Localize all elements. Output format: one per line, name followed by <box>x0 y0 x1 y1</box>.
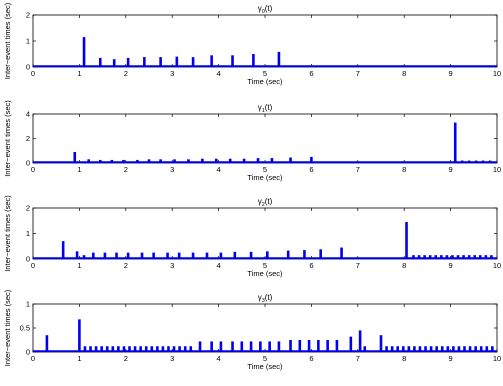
x-tick-label-2-9: 9 <box>449 261 453 270</box>
title-base-2: γ <box>258 197 262 206</box>
x-axis-label-1: Time (sec) <box>247 173 283 182</box>
y-tick-label-1-0: 0 <box>26 159 30 168</box>
y-tick-label-2-2: 2 <box>26 204 30 213</box>
y-tick-label-3-0: 0 <box>26 348 30 357</box>
y-tick-label-0-0: 0 <box>26 63 30 72</box>
x-tick-label-3-9: 9 <box>449 354 453 363</box>
subplot-title-3: γ3(t) <box>258 293 273 304</box>
x-tick-label-3-2: 2 <box>124 354 128 363</box>
x-tick-label-2-0: 0 <box>31 261 35 270</box>
y-tick-label-2-1: 1 <box>26 229 30 238</box>
x-tick-label-1-4: 4 <box>217 165 221 174</box>
x-tick-label-1-2: 2 <box>124 165 128 174</box>
y-tick-label-3-1: 0.5 <box>20 324 30 333</box>
x-tick-label-0-10: 10 <box>493 69 501 78</box>
x-tick-label-0-3: 3 <box>170 69 174 78</box>
x-tick-label-1-10: 10 <box>493 165 501 174</box>
x-tick-label-1-6: 6 <box>309 165 313 174</box>
x-tick-label-1-1: 1 <box>77 165 81 174</box>
y-tick-label-0-1: 1 <box>26 37 30 46</box>
x-tick-label-0-6: 6 <box>309 69 313 78</box>
y-axis-label-3: Inter−event times (sec) <box>3 289 12 366</box>
x-tick-label-2-3: 3 <box>170 261 174 270</box>
x-axis-label-3: Time (sec) <box>247 362 283 371</box>
y-axis-label-1: Inter−event times (sec) <box>3 100 12 177</box>
x-tick-label-1-3: 3 <box>170 165 174 174</box>
y-tick-label-1-1: 2 <box>26 134 30 143</box>
x-tick-label-1-7: 7 <box>356 165 360 174</box>
y-tick-label-0-2: 2 <box>26 11 30 20</box>
axes-box-3 <box>32 303 498 353</box>
x-tick-label-2-5: 5 <box>263 261 267 270</box>
x-tick-label-3-5: 5 <box>263 354 267 363</box>
x-tick-label-1-5: 5 <box>263 165 267 174</box>
x-axis-label-2: Time (sec) <box>247 269 283 278</box>
x-tick-label-3-0: 0 <box>31 354 35 363</box>
x-tick-label-1-8: 8 <box>402 165 406 174</box>
y-tick-label-3-2: 1 <box>26 300 30 309</box>
x-tick-label-3-3: 3 <box>170 354 174 363</box>
title-subscript-1: 1 <box>262 108 265 114</box>
x-tick-label-0-0: 0 <box>31 69 35 78</box>
y-axis-label-2: Inter−event times (sec) <box>3 195 12 272</box>
x-tick-label-2-4: 4 <box>217 261 221 270</box>
x-tick-label-2-8: 8 <box>402 261 406 270</box>
axes-box-1 <box>32 113 498 164</box>
x-tick-label-2-7: 7 <box>356 261 360 270</box>
y-tick-label-2-0: 0 <box>26 255 30 264</box>
x-tick-label-1-0: 0 <box>31 165 35 174</box>
title-base-3: γ <box>258 293 262 302</box>
title-subscript-0: 0 <box>262 9 265 15</box>
x-tick-label-2-2: 2 <box>124 261 128 270</box>
x-tick-label-0-5: 5 <box>263 69 267 78</box>
x-tick-label-1-9: 9 <box>449 165 453 174</box>
subplot-title-1: γ1(t) <box>258 103 273 114</box>
x-tick-label-3-7: 7 <box>356 354 360 363</box>
x-tick-label-0-8: 8 <box>402 69 406 78</box>
x-axis-label-0: Time (sec) <box>247 77 283 86</box>
title-suffix-1: (t) <box>265 103 273 112</box>
x-tick-label-3-10: 10 <box>493 354 501 363</box>
x-tick-label-3-1: 1 <box>77 354 81 363</box>
title-suffix-3: (t) <box>265 293 273 302</box>
title-base-0: γ <box>258 4 262 13</box>
subplot-title-0: γ0(t) <box>258 4 273 15</box>
title-base-1: γ <box>258 103 262 112</box>
x-tick-label-0-2: 2 <box>124 69 128 78</box>
x-tick-label-0-1: 1 <box>77 69 81 78</box>
y-axis-label-0: Inter−event times (sec) <box>3 2 12 79</box>
x-tick-label-0-9: 9 <box>449 69 453 78</box>
x-tick-label-2-1: 1 <box>77 261 81 270</box>
x-tick-label-0-7: 7 <box>356 69 360 78</box>
x-tick-label-3-4: 4 <box>217 354 221 363</box>
x-tick-label-2-6: 6 <box>309 261 313 270</box>
x-tick-label-3-8: 8 <box>402 354 406 363</box>
subplot-title-2: γ2(t) <box>258 197 273 208</box>
title-suffix-0: (t) <box>265 4 273 13</box>
title-suffix-2: (t) <box>265 197 273 206</box>
x-tick-label-3-6: 6 <box>309 354 313 363</box>
title-subscript-2: 2 <box>262 202 265 208</box>
x-tick-label-0-4: 4 <box>217 69 221 78</box>
axes-box-2 <box>32 207 498 260</box>
y-tick-label-1-2: 4 <box>26 110 30 119</box>
x-tick-label-2-10: 10 <box>493 261 501 270</box>
axes-box-0 <box>32 14 498 68</box>
title-subscript-3: 3 <box>262 298 265 304</box>
